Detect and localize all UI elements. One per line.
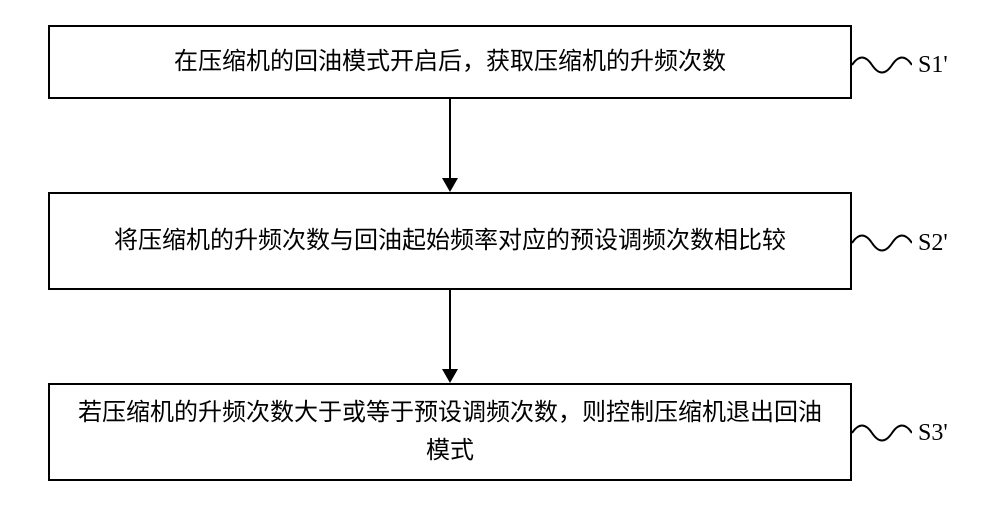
flowchart-step-2: 将压缩机的升频次数与回油起始频率对应的预设调频次数相比较 (48, 192, 852, 290)
step-3-text: 若压缩机的升频次数大于或等于预设调频次数，则控制压缩机退出回油模式 (70, 394, 830, 471)
step-2-text: 将压缩机的升频次数与回油起始频率对应的预设调频次数相比较 (114, 222, 786, 260)
flowchart-step-1: 在压缩机的回油模式开启后，获取压缩机的升频次数 (48, 25, 852, 99)
step-1-label: S1' (918, 52, 948, 79)
step-1-text: 在压缩机的回油模式开启后，获取压缩机的升频次数 (174, 43, 726, 81)
flowchart-container: 在压缩机的回油模式开启后，获取压缩机的升频次数 S1' 将压缩机的升频次数与回油… (0, 0, 1000, 529)
step-2-label: S2' (918, 230, 948, 257)
step-3-connector (852, 418, 912, 448)
step-2-connector (852, 228, 912, 258)
step-1-connector (852, 50, 912, 80)
flowchart-step-3: 若压缩机的升频次数大于或等于预设调频次数，则控制压缩机退出回油模式 (48, 383, 852, 481)
step-3-label: S3' (918, 420, 948, 447)
